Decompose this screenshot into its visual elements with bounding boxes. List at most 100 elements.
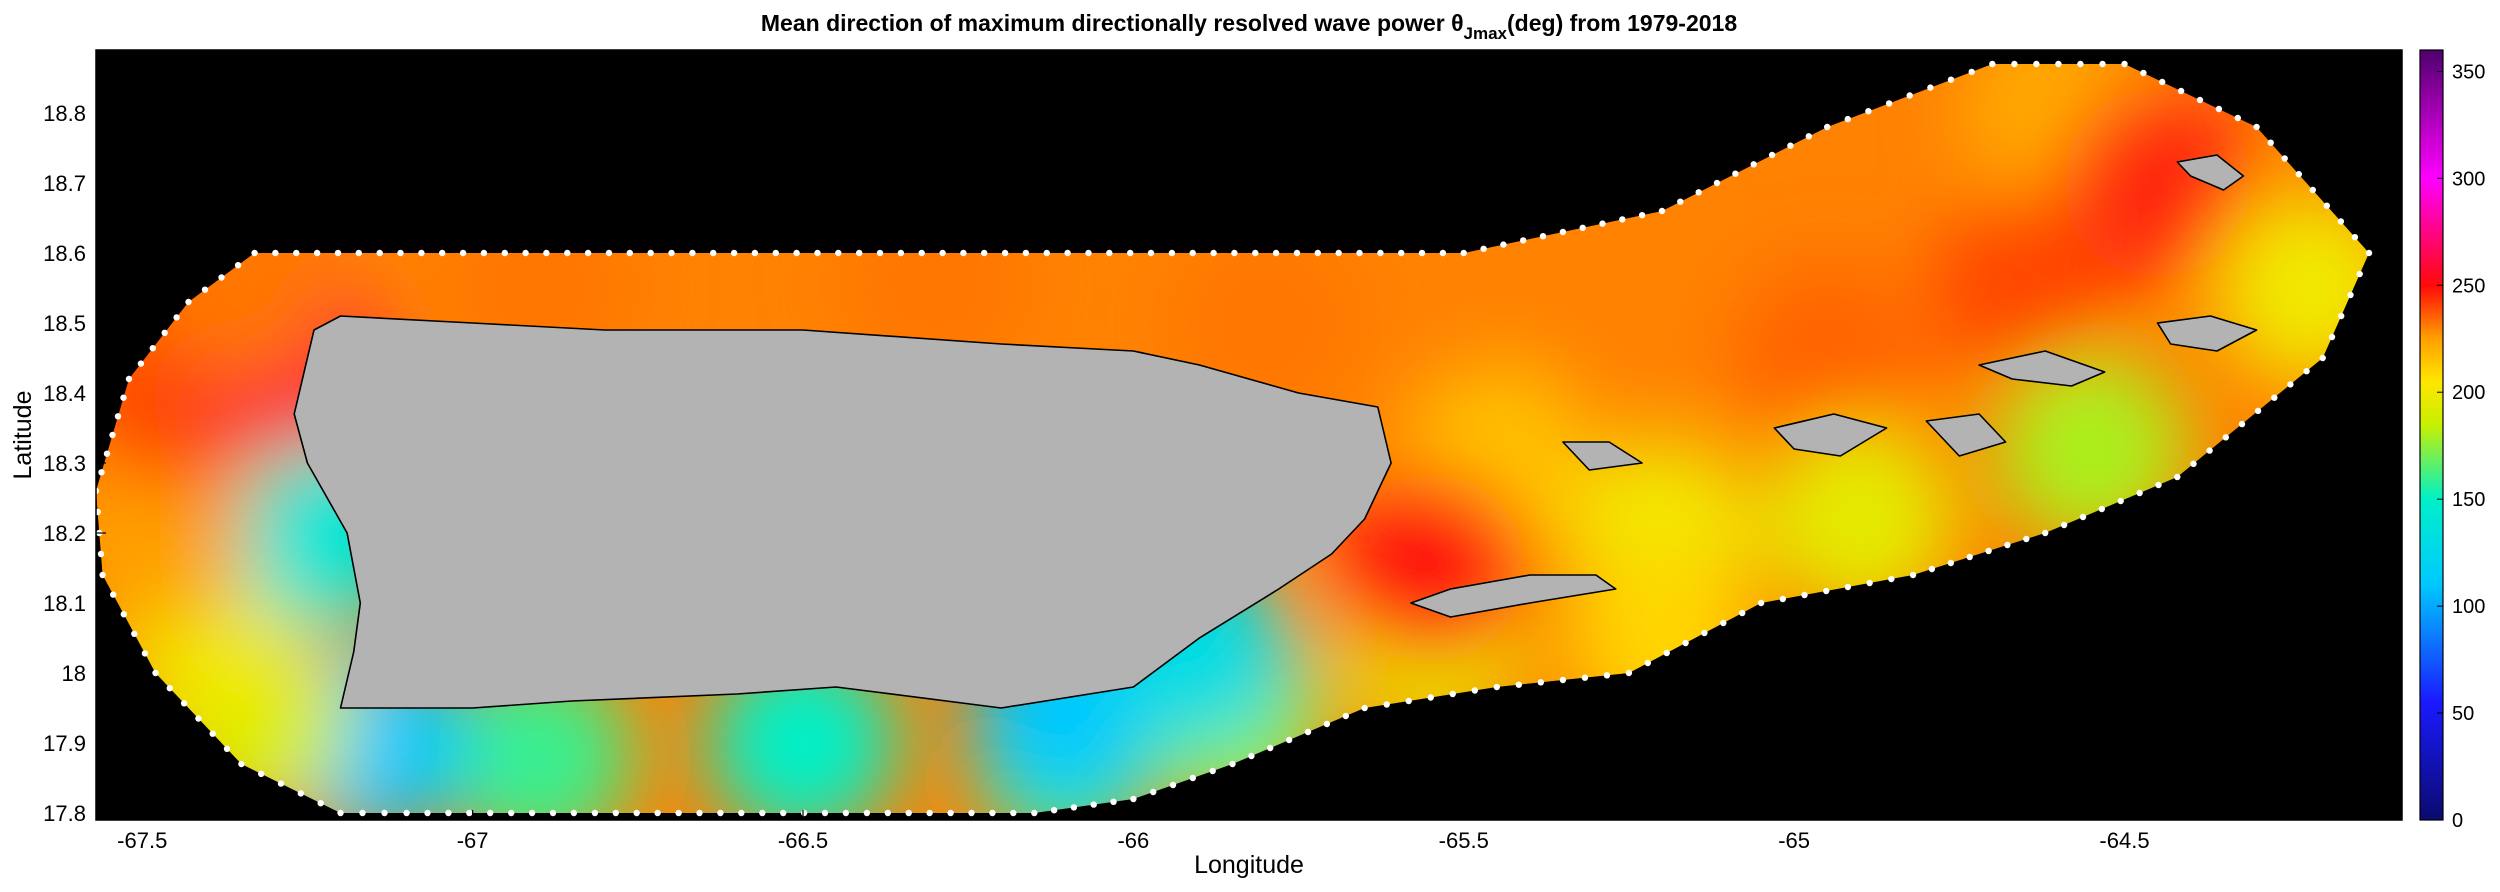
boundary-point [1147,249,1155,257]
boundary-point [989,809,996,817]
boundary-point [1323,720,1331,728]
boundary-point [2174,473,2181,481]
boundary-point [1989,60,1996,68]
boundary-point [96,508,101,516]
boundary-point [605,249,613,257]
boundary-point [277,780,285,787]
boundary-point [418,249,425,257]
boundary-point [1823,587,1830,595]
boundary-point [1739,609,1746,617]
boundary-point [381,809,388,817]
boundary-point [1644,659,1652,667]
land-culebra [1562,441,1643,471]
colorbar-gradient [2419,49,2444,821]
boundary-point [1252,249,1259,257]
boundary-point [2267,139,2274,146]
y-tick-label: 17.8 [43,801,86,826]
boundary-point [2309,186,2316,194]
boundary-point [2253,123,2260,131]
boundary-point [337,809,344,817]
boundary-point [1559,228,1567,236]
boundary-point [1966,553,1973,561]
boundary-point [1405,697,1412,705]
boundary-point [1779,595,1787,603]
boundary-point [1168,249,1176,257]
boundary-point [2281,155,2288,162]
boundary-point [1865,108,1872,115]
boundary-point [2079,513,2087,521]
colorbar-tick-label: 50 [2452,703,2474,725]
boundary-point [2033,60,2040,68]
boundary-point [2099,60,2106,68]
x-tick-label: -67 [457,828,489,853]
boundary-point [359,809,366,817]
boundary-point [793,249,800,257]
boundary-point [522,249,529,257]
boundary-point [2140,69,2147,77]
boundary-point [2351,234,2359,241]
boundary-point [99,571,106,579]
boundary-point [466,809,473,817]
boundary-point [195,715,202,722]
boundary-point [1169,781,1177,789]
colorbar-tick-label: 100 [2452,596,2485,618]
boundary-point [1130,795,1137,803]
boundary-point [543,249,550,257]
boundary-point [120,611,128,618]
boundary-point [1427,694,1434,701]
boundary-point [1248,752,1255,760]
boundary-point [209,730,216,737]
boundary-point [1682,639,1689,647]
boundary-point [2042,529,2049,537]
boundary-point [738,809,745,817]
boundary-point [1398,249,1405,257]
field-sample [1732,263,1923,453]
boundary-point [1732,170,1739,177]
land-st-thomas [1773,413,1888,457]
boundary-point [1127,249,1134,257]
boundary-point [1625,669,1633,677]
boundary-point [1968,68,1975,76]
boundary-point [96,487,100,495]
boundary-point [1110,798,1117,805]
boundary-point [459,249,467,257]
boundary-point [424,809,431,817]
boundary-point [821,809,829,817]
boundary-point [376,249,383,257]
boundary-point [2271,394,2278,401]
boundary-point [2011,60,2018,68]
boundary-point [1801,591,1808,599]
title-main: Mean direction of maximum directionally … [761,10,1464,36]
boundary-point [717,809,724,817]
boundary-point [1701,629,1708,637]
boundary-point [1928,565,1936,573]
y-axis-ticks: 17.8 17.9 18 18.1 18.2 18.3 18.4 18.5 18.6 18.7 18… [43,101,2402,826]
boundary-point [2077,60,2084,68]
boundary-point [1272,249,1280,257]
land-anegada [2176,154,2245,191]
y-tick-label: 18.5 [43,311,86,336]
boundary-point [981,249,988,257]
boundary-point [1361,704,1368,712]
boundary-point [2004,541,2011,549]
colorbar-tick-label: 150 [2452,489,2485,511]
boundary-point [897,249,905,257]
colorbar-tick-label: 350 [2452,61,2485,83]
title-subscript: Jmax [1464,24,1508,43]
boundary-point [2206,447,2213,454]
boundary-point [1070,804,1078,811]
boundary-point [2060,521,2068,529]
boundary-point [668,249,675,257]
boundary-point [1304,728,1312,736]
land-virgin-gorda [2156,315,2258,352]
boundary-point [1010,809,1017,817]
boundary-point [1377,249,1384,257]
boundary-point [570,809,578,817]
boundary-point [842,809,850,817]
boundary-point [1418,249,1426,257]
boundary-point [1189,774,1197,782]
boundary-point [1293,249,1301,257]
boundary-point [1866,579,1873,587]
boundary-point [710,249,717,257]
boundary-point [114,413,122,420]
